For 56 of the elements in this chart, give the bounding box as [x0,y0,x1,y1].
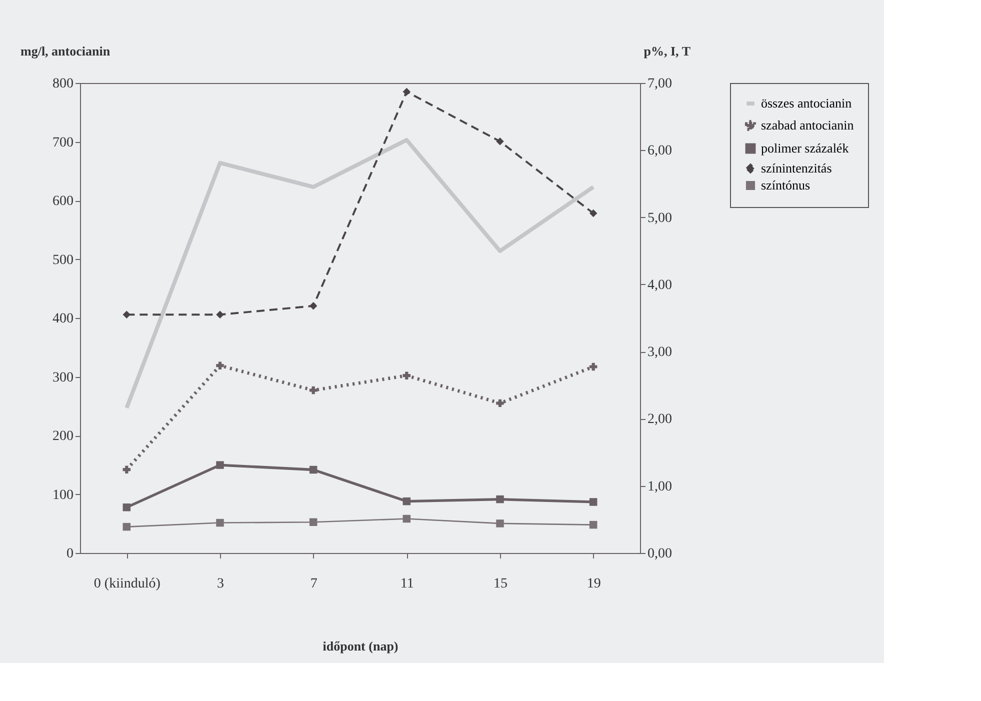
x-tick-label: 0 (kiinduló) [94,576,161,592]
y-tick-label: 100 [52,488,74,503]
x-tick-label: 7 [310,576,318,592]
point [402,88,411,96]
legend-label: szabad antocianin [761,118,854,132]
y-tick-label: 400 [52,312,74,326]
y-tick-label: 200 [52,429,74,444]
y2-tick-label: 2,00 [648,412,672,428]
point [589,520,598,529]
y-tick-label: 700 [52,135,74,150]
y2-tick-label: 6,00 [648,144,672,159]
point [309,302,318,310]
x-tick-label: 15 [494,576,508,592]
point [216,310,224,319]
point [589,209,598,218]
point [402,497,411,506]
x-axis-title: időpont (nap) [322,638,398,654]
y-tick-label: 800 [52,76,74,92]
point [589,362,598,371]
x-tick-label: 3 [217,576,224,592]
y-tick-label: 0 [66,546,74,562]
legend-label: színintenzitás [761,160,832,176]
y2-tick-label: 4,00 [648,278,672,293]
x-tick-label: 19 [586,576,601,592]
point [216,461,224,469]
y-tick-label: 600 [52,194,74,209]
point [496,495,504,504]
y2-axis-title: p%, I, T [644,44,691,58]
point [216,518,224,527]
point [402,514,411,523]
point [122,503,131,512]
point [309,386,318,394]
point [589,498,598,506]
y2-tick-label: 1,00 [648,479,672,494]
line-series [124,138,596,410]
y2-tick-label: 7,00 [648,76,672,92]
point [496,138,504,146]
point [309,466,318,474]
point [402,372,411,380]
y2-tick-label: 0,00 [648,546,672,562]
y-tick-label: 300 [52,370,74,386]
point [122,466,131,474]
y-tick-label: 500 [52,252,74,268]
legend-label: összes antocianin [761,96,852,110]
x-tick-label: 11 [400,576,414,592]
point [309,518,318,526]
y2-tick-label: 5,00 [648,210,672,226]
point [122,522,131,531]
point [496,520,504,528]
point [216,362,224,370]
point [496,399,504,408]
y2-tick-label: 3,00 [648,345,672,360]
legend-label: polimer százalék [761,140,850,156]
y-axis-title: mg/l, antocianin [20,44,111,58]
point [122,310,131,319]
legend-label: színtónus [761,178,810,192]
